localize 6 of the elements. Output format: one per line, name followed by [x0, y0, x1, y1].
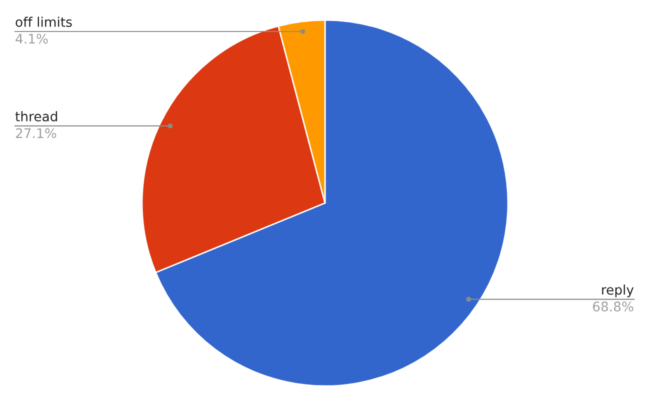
data-label: 4.1% [16, 34, 48, 44]
data-label: 27.1% [16, 128, 56, 138]
slice-label: off limits [16, 16, 72, 27]
slice-label: reply [602, 284, 634, 298]
slice-label: thread [15, 111, 58, 122]
data-label: 68.8% [593, 302, 634, 312]
